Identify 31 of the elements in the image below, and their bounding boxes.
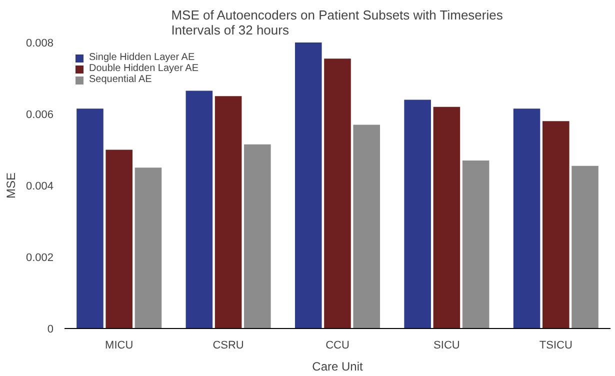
bar bbox=[462, 160, 490, 328]
y-tick-label: 0.006 bbox=[26, 109, 54, 121]
bar bbox=[572, 166, 598, 328]
x-axis-title: Care Unit bbox=[312, 360, 364, 374]
y-tick-label: 0.002 bbox=[26, 252, 54, 264]
x-tick-label: CCU bbox=[326, 340, 350, 352]
legend-label: Sequential AE bbox=[89, 74, 152, 85]
bar bbox=[542, 121, 570, 328]
bar bbox=[106, 150, 132, 328]
bar bbox=[214, 96, 242, 328]
y-axis-title: MSE bbox=[4, 172, 18, 198]
chart-title: MSE of Autoencoders on Patient Subsets with Timeseries Intervals of 32 hours bbox=[171, 8, 504, 38]
bar bbox=[134, 168, 162, 328]
x-tick-label: TSICU bbox=[539, 340, 572, 352]
x-tick-label: CSRU bbox=[212, 340, 244, 352]
y-tick-label: 0.008 bbox=[26, 38, 54, 50]
legend-label: Double Hidden Layer AE bbox=[89, 63, 199, 74]
bar bbox=[186, 90, 213, 328]
y-tick-label: 0.004 bbox=[26, 180, 54, 192]
bar bbox=[404, 100, 431, 328]
bar bbox=[353, 124, 380, 328]
bar bbox=[244, 144, 271, 328]
x-tick-label: SICU bbox=[434, 340, 460, 352]
bar bbox=[433, 106, 460, 328]
bar bbox=[513, 108, 540, 328]
bar bbox=[294, 42, 322, 328]
y-tick-label: 0 bbox=[47, 324, 54, 336]
bar bbox=[324, 58, 351, 328]
x-tick-label: MICU bbox=[105, 340, 134, 352]
legend-label: Single Hidden Layer AE bbox=[89, 52, 195, 63]
bar bbox=[76, 108, 104, 328]
